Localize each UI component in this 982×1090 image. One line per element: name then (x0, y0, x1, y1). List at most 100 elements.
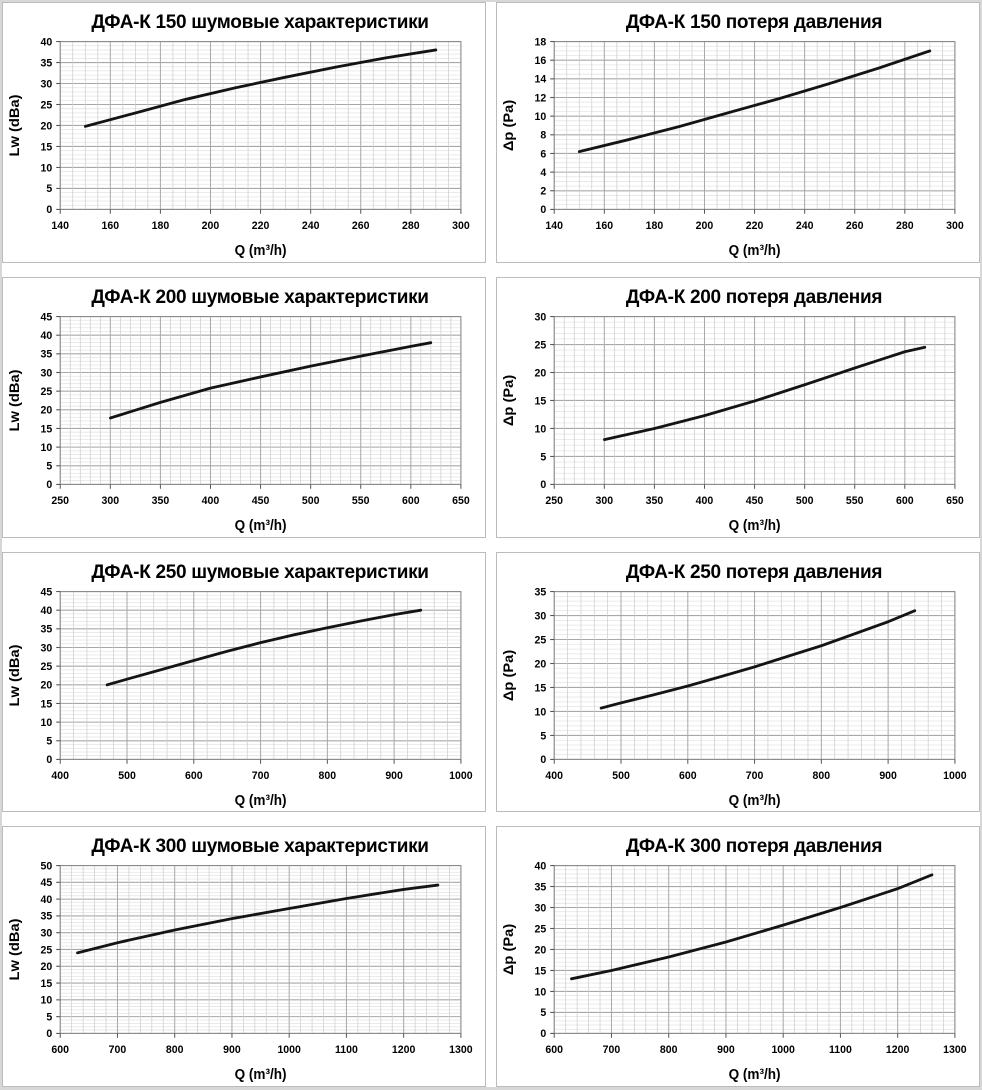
svg-text:20: 20 (534, 657, 546, 669)
svg-text:25: 25 (40, 99, 52, 111)
line-chart-dfa-k-200-pressure: 0 5 10 15 20 25 30 250 300 350 400 450 500 550 600 650 Q… (501, 311, 964, 533)
svg-text:25: 25 (534, 923, 546, 935)
svg-text:10: 10 (40, 162, 52, 174)
panel-dfa-k-250-pressure: ДФА-К 250 потеря давления 0 5 10 15 20 25 30 35… (496, 551, 980, 813)
svg-text:2: 2 (540, 185, 546, 197)
svg-text:Δp (Pa): Δp (Pa) (501, 924, 516, 975)
svg-text:350: 350 (152, 494, 170, 506)
svg-text:600: 600 (545, 1044, 563, 1056)
svg-text:900: 900 (879, 769, 897, 781)
chart-title: ДФА-К 250 потеря давления (625, 561, 883, 583)
line-chart-dfa-k-300-pressure: 0 5 10 15 20 25 30 35 40 600 700 800 900 1000 1100 1200… (501, 860, 967, 1083)
svg-text:5: 5 (46, 735, 52, 747)
svg-text:25: 25 (534, 339, 546, 351)
svg-text:35: 35 (40, 57, 52, 69)
svg-text:200: 200 (202, 220, 220, 232)
svg-text:15: 15 (534, 395, 546, 407)
svg-text:15: 15 (40, 978, 52, 990)
svg-text:600: 600 (679, 769, 697, 781)
svg-text:30: 30 (534, 902, 546, 914)
svg-text:900: 900 (717, 1044, 735, 1056)
svg-text:Q (m³/h): Q (m³/h) (729, 1066, 781, 1083)
svg-text:300: 300 (102, 494, 120, 506)
svg-text:35: 35 (534, 585, 546, 597)
svg-text:240: 240 (302, 220, 320, 232)
svg-text:0: 0 (540, 204, 546, 216)
svg-text:0: 0 (46, 753, 52, 765)
svg-text:35: 35 (40, 911, 52, 923)
svg-text:1000: 1000 (277, 1044, 300, 1056)
svg-text:0: 0 (46, 479, 52, 491)
svg-text:0: 0 (540, 479, 546, 491)
svg-text:10: 10 (40, 995, 52, 1007)
svg-text:Q (m³/h): Q (m³/h) (729, 242, 781, 259)
svg-text:700: 700 (109, 1044, 127, 1056)
svg-text:25: 25 (40, 944, 52, 956)
svg-text:250: 250 (51, 494, 69, 506)
chart-title: ДФА-К 200 шумовые характеристики (91, 286, 429, 308)
line-chart-dfa-k-150-pressure: 0 2 4 6 8 10 12 14 16 18 140 160 180 200 220 240 260 280 3… (501, 36, 964, 259)
svg-text:25: 25 (40, 385, 52, 397)
panel-dfa-k-150-pressure: ДФА-К 150 потеря давления 0 2 4 6 8 10 12 14 16 1… (496, 2, 980, 263)
panel-dfa-k-250-noise: ДФА-К 250 шумовые характеристики 0 5 10 15 2… (2, 551, 486, 813)
svg-text:35: 35 (40, 348, 52, 360)
chart-title: ДФА-К 250 шумовые характеристики (91, 561, 429, 583)
svg-text:700: 700 (746, 769, 764, 781)
svg-text:5: 5 (46, 1011, 52, 1023)
svg-text:140: 140 (545, 220, 563, 232)
line-chart-dfa-k-250-noise: 0 5 10 15 20 25 30 35 40 45 400 500 600 700 800 900 1000… (7, 585, 473, 807)
svg-text:280: 280 (896, 220, 914, 232)
svg-text:Q (m³/h): Q (m³/h) (235, 242, 287, 259)
svg-text:1300: 1300 (449, 1044, 472, 1056)
svg-text:220: 220 (746, 220, 764, 232)
svg-text:500: 500 (302, 494, 320, 506)
svg-text:40: 40 (40, 329, 52, 341)
svg-text:15: 15 (40, 697, 52, 709)
svg-text:0: 0 (540, 1028, 546, 1040)
svg-text:40: 40 (40, 604, 52, 616)
svg-text:20: 20 (40, 961, 52, 973)
svg-text:8: 8 (540, 129, 546, 141)
svg-text:1200: 1200 (886, 1044, 909, 1056)
svg-text:10: 10 (534, 111, 546, 123)
chart-title: ДФА-К 300 шумовые характеристики (91, 836, 429, 858)
svg-text:400: 400 (696, 494, 714, 506)
svg-text:Lw (dBa): Lw (dBa) (7, 919, 22, 981)
svg-text:1000: 1000 (771, 1044, 794, 1056)
svg-text:20: 20 (40, 120, 52, 132)
svg-text:300: 300 (946, 220, 964, 232)
svg-text:Lw (dBa): Lw (dBa) (7, 644, 22, 706)
svg-text:25: 25 (534, 633, 546, 645)
svg-text:550: 550 (846, 494, 864, 506)
panel-dfa-k-200-noise: ДФА-К 200 шумовые характеристики 0 5 10 15 2… (2, 276, 486, 538)
chart-title: ДФА-К 150 шумовые характеристики (91, 12, 429, 33)
svg-text:Lw (dBa): Lw (dBa) (7, 369, 22, 431)
svg-text:900: 900 (223, 1044, 241, 1056)
svg-text:4: 4 (540, 167, 547, 179)
svg-text:40: 40 (40, 894, 52, 906)
svg-text:450: 450 (746, 494, 764, 506)
svg-text:180: 180 (646, 220, 664, 232)
panel-dfa-k-300-pressure: ДФА-К 300 потеря давления 0 5 10 15 20 25 30 35… (496, 826, 980, 1087)
svg-text:900: 900 (385, 769, 403, 781)
svg-text:550: 550 (352, 494, 370, 506)
svg-text:1100: 1100 (335, 1044, 358, 1056)
svg-text:160: 160 (596, 220, 614, 232)
svg-text:600: 600 (896, 494, 914, 506)
svg-text:10: 10 (534, 423, 546, 435)
svg-text:25: 25 (40, 660, 52, 672)
svg-text:40: 40 (40, 36, 52, 48)
svg-text:250: 250 (545, 494, 563, 506)
svg-text:Q (m³/h): Q (m³/h) (729, 516, 781, 533)
svg-text:5: 5 (540, 1007, 546, 1019)
svg-text:5: 5 (46, 183, 52, 195)
svg-text:15: 15 (40, 423, 52, 435)
svg-text:240: 240 (796, 220, 814, 232)
svg-text:Lw (dBa): Lw (dBa) (7, 94, 22, 156)
svg-text:650: 650 (452, 494, 470, 506)
svg-text:20: 20 (534, 944, 546, 956)
svg-text:18: 18 (534, 36, 546, 48)
svg-text:15: 15 (40, 141, 52, 153)
svg-text:260: 260 (352, 220, 370, 232)
